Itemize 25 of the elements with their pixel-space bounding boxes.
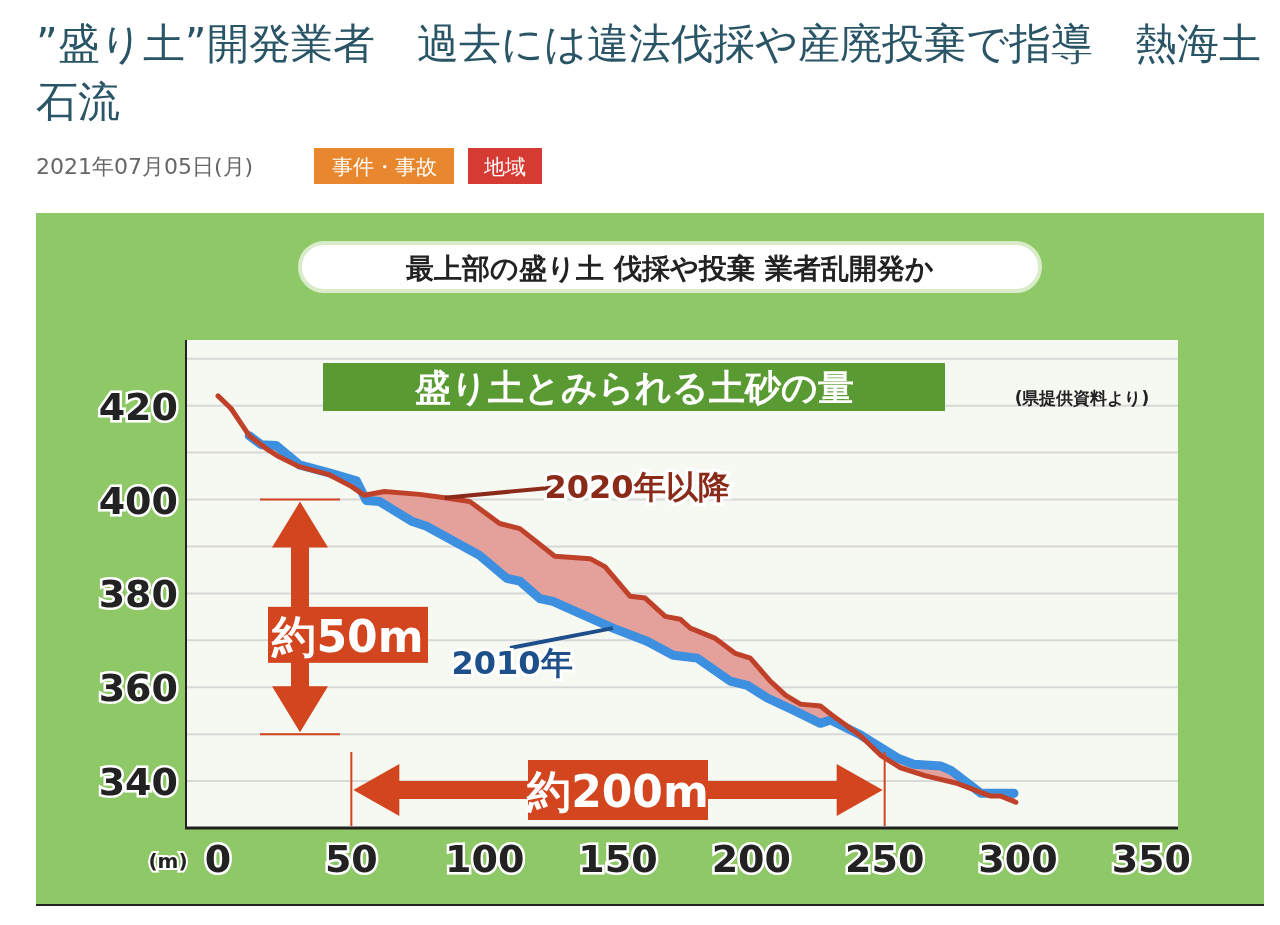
x-tick-label: 350 [1111,837,1191,881]
series-label: 2010年 [451,644,573,682]
text: ”盛り土”開発業者 過去には違法伐採や産廃投棄で指導 熱海土石流 [36,19,1261,126]
x-tick-label: 0 [204,837,232,881]
y-tick-label: 380 [98,572,178,617]
y-tick-label: 340 [98,760,178,805]
y-tick-label: 400 [98,478,178,523]
y-tick-label: 360 [98,666,178,711]
x-tick-label: 200 [711,837,791,881]
x-tick-label: 50 [324,837,378,881]
annotation: 約200m [526,766,709,817]
annotation: (県提供資料より) [1014,388,1150,408]
text: 2021年07月05日(月) [36,154,254,179]
x-tick-label: 250 [845,837,925,881]
text: 盛り土とみられる土砂の量 [413,367,854,408]
text: 地域 [483,155,526,179]
x-tick-label: 150 [578,837,658,881]
x-tick-label: 100 [445,837,525,881]
x-axis-title: (m) [148,849,188,873]
annotation: 約50m [271,610,424,662]
chart-subtitle: 最上部の盛り土 伐採や投棄 業者乱開発か [405,252,934,285]
series-label: 2020年以降 [544,468,730,506]
y-tick-label: 420 [98,384,178,429]
text: 事件・事故 [331,155,437,179]
x-tick-label: 300 [978,837,1058,881]
